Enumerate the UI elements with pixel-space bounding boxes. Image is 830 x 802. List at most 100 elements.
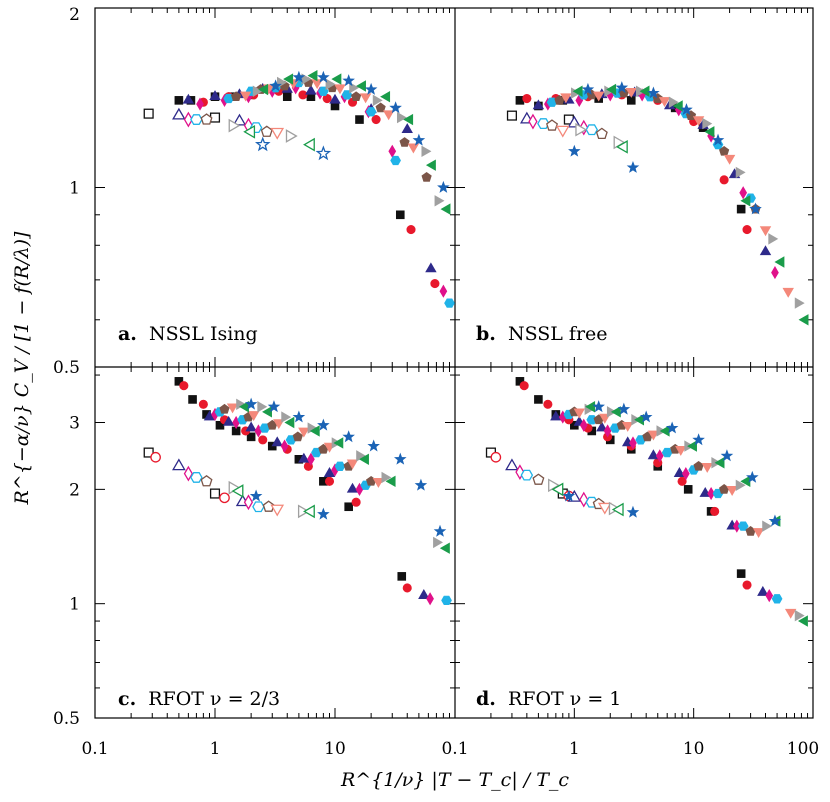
data-point: [219, 403, 230, 414]
data-point: [209, 488, 221, 499]
data-point: [375, 102, 386, 113]
data-point: [665, 421, 679, 434]
data-point: [351, 497, 361, 507]
series-filled-star: [249, 489, 330, 520]
data-point: [298, 90, 308, 100]
y-tick-label: 3: [69, 413, 80, 433]
data-point: [247, 411, 260, 422]
data-point: [190, 114, 203, 125]
data-point: [239, 91, 252, 102]
series-filled-triangle-left: [258, 69, 451, 215]
data-point: [359, 453, 369, 466]
data-point: [719, 145, 730, 156]
data-point: [425, 262, 437, 273]
data-point: [771, 594, 783, 604]
data-point: [621, 421, 634, 432]
data-point: [305, 84, 317, 95]
series-open-triangle-left: [615, 140, 628, 154]
data-point: [606, 83, 617, 96]
series-filled-diamond: [544, 88, 779, 280]
series-open-triangle-right: [228, 118, 298, 143]
data-point: [719, 483, 730, 494]
data-point: [555, 125, 570, 138]
data-point: [282, 92, 292, 101]
series-filled-star: [592, 400, 782, 527]
series-filled-triangle-right: [252, 73, 445, 207]
data-point: [183, 111, 193, 128]
data-point: [736, 204, 746, 214]
data-point: [682, 467, 690, 481]
data-point: [270, 127, 285, 140]
panel-b-points: [506, 81, 809, 326]
y-tick-label: 2: [69, 480, 80, 500]
data-point: [746, 470, 759, 483]
data-point: [172, 107, 186, 120]
data-point: [334, 461, 346, 471]
data-point: [342, 74, 355, 87]
data-point: [702, 117, 713, 130]
data-point: [371, 115, 381, 125]
y-tick-label: 0.5: [53, 709, 80, 729]
data-point: [150, 451, 161, 463]
data-point: [307, 452, 315, 466]
data-point: [658, 97, 671, 107]
data-point: [260, 125, 273, 137]
data-point: [385, 475, 396, 488]
series-filled-triangle-right: [236, 398, 444, 549]
series-filled-hexagon: [214, 407, 452, 606]
data-point: [390, 155, 401, 166]
data-point: [519, 381, 529, 391]
series-open-hexagon: [190, 472, 265, 513]
data-point: [615, 81, 629, 94]
data-point: [334, 84, 346, 95]
panel-d-points: [485, 377, 808, 627]
data-point: [794, 609, 805, 622]
data-point: [380, 90, 391, 103]
data-point: [757, 585, 769, 596]
data-point: [333, 437, 344, 449]
data-point: [143, 447, 154, 458]
panel-label-b: b. NSSL free: [476, 323, 608, 345]
data-point: [735, 479, 746, 492]
data-point: [396, 111, 407, 124]
data-point: [228, 118, 241, 133]
series-filled-star: [581, 81, 762, 215]
data-point: [412, 133, 426, 146]
data-point: [579, 491, 589, 508]
series-filled-star: [244, 397, 447, 537]
data-point: [269, 79, 282, 92]
y-tick-label: 1: [69, 595, 80, 615]
series-open-hexagon: [537, 118, 599, 136]
data-point: [257, 401, 268, 413]
data-point: [252, 85, 263, 97]
data-point: [342, 430, 355, 443]
data-point: [433, 524, 447, 537]
series-filled-triangle-down: [239, 79, 420, 154]
data-point: [737, 521, 749, 531]
data-point: [346, 482, 359, 493]
data-point: [739, 186, 748, 200]
data-point: [418, 589, 430, 599]
series-open-triangle-down: [270, 504, 285, 517]
series-open-triangle-right: [575, 122, 626, 150]
data-point: [317, 418, 330, 431]
data-point: [367, 439, 380, 452]
data-point: [693, 460, 704, 471]
data-point: [528, 113, 538, 130]
data-point: [794, 297, 805, 309]
data-point: [726, 486, 738, 496]
series-filled-triangle-left: [585, 401, 808, 627]
data-point: [219, 492, 230, 504]
data-point: [421, 171, 432, 182]
series-open-square: [143, 447, 221, 499]
data-point: [765, 589, 774, 603]
series-filled-triangle-down: [560, 87, 794, 298]
data-point: [196, 97, 204, 111]
series-open-circle: [150, 451, 230, 504]
data-point: [720, 449, 734, 462]
data-point: [798, 314, 809, 326]
series-open-pentagon: [200, 113, 273, 137]
data-point: [596, 421, 608, 432]
data-point: [430, 279, 440, 289]
data-point: [365, 107, 377, 117]
